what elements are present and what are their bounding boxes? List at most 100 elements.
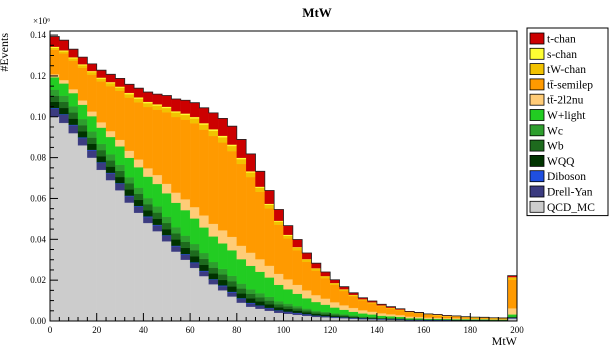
bar-3-9 [133, 199, 144, 207]
bar-3-19 [227, 286, 237, 292]
bar-4-19 [227, 281, 237, 287]
bar-9-3 [77, 65, 88, 68]
bar-10-12 [161, 106, 172, 109]
bar-7-23 [264, 265, 275, 278]
bar-0-12 [161, 241, 172, 322]
bar-8-49 [507, 279, 518, 309]
x-tick-label: 80 [232, 325, 242, 335]
bar-0-9 [133, 212, 144, 322]
bar-1-0 [49, 108, 60, 117]
bar-6-32 [348, 311, 359, 316]
legend-swatch [529, 78, 545, 91]
x-tick-label: 0 [48, 325, 53, 335]
bar-9-12 [161, 107, 172, 113]
bar-4-28 [311, 312, 322, 315]
bar-7-3 [77, 100, 88, 105]
bar-1-10 [143, 216, 153, 224]
y-tick-label: 0.08 [30, 153, 46, 163]
x-tick-label: 40 [139, 325, 149, 335]
bar-8-41 [432, 315, 443, 318]
legend-label: Diboson [547, 171, 586, 183]
bar-11-1 [59, 40, 69, 51]
bar-1-21 [245, 303, 256, 307]
bar-4-31 [339, 315, 350, 317]
bar-7-18 [217, 230, 228, 244]
bar-5-1 [59, 95, 69, 103]
bar-9-11 [152, 105, 163, 110]
bar-8-8 [124, 97, 135, 151]
bar-9-29 [320, 276, 331, 279]
bar-8-6 [105, 85, 116, 132]
bar-3-22 [255, 301, 265, 306]
bar-9-19 [227, 145, 237, 152]
bar-6-13 [171, 202, 181, 228]
bar-1-15 [189, 262, 200, 269]
bar-6-30 [330, 307, 340, 314]
bar-6-14 [180, 209, 191, 236]
bar-3-16 [199, 264, 209, 271]
bar-7-33 [358, 310, 368, 314]
bar-8-34 [367, 303, 378, 312]
x-tick-label: 100 [277, 325, 291, 335]
bar-6-17 [208, 236, 219, 263]
bar-5-4 [87, 131, 97, 138]
bar-8-21 [245, 176, 256, 253]
bar-11-18 [217, 118, 228, 136]
bar-0-5 [96, 169, 107, 322]
bar-8-32 [348, 295, 359, 309]
bar-7-10 [143, 168, 153, 177]
bar-6-7 [115, 146, 125, 165]
bar-7-5 [96, 122, 107, 128]
bar-0-19 [227, 296, 237, 322]
bar-4-5 [96, 149, 107, 157]
bar-0-7 [115, 190, 125, 322]
bar-0-10 [143, 222, 153, 322]
bar-5-9 [133, 187, 144, 194]
bar-6-26 [292, 293, 303, 307]
bar-11-10 [143, 91, 153, 103]
bar-10-1 [59, 50, 69, 52]
bar-1-20 [236, 298, 247, 303]
bar-4-21 [245, 293, 256, 299]
bar-5-20 [236, 283, 247, 289]
bar-0-21 [245, 306, 256, 322]
bar-7-30 [330, 302, 340, 308]
bar-7-24 [274, 273, 284, 286]
bar-8-7 [115, 90, 125, 141]
bar-6-6 [105, 136, 116, 155]
bar-5-15 [189, 243, 200, 251]
bar-9-17 [208, 130, 219, 137]
bar-3-14 [180, 247, 191, 255]
bar-9-15 [189, 118, 200, 124]
bar-1-16 [199, 271, 209, 277]
bar-1-3 [77, 137, 88, 146]
bar-5-23 [264, 296, 275, 301]
bar-11-13 [171, 98, 181, 112]
bar-11-25 [283, 225, 293, 235]
legend-label: Wb [547, 141, 564, 153]
legend-label: tW-chan [547, 64, 586, 76]
bar-7-7 [115, 139, 125, 147]
bar-8-45 [470, 317, 480, 319]
bar-4-1 [59, 101, 69, 109]
bar-11-23 [264, 190, 275, 204]
bar-3-15 [189, 256, 200, 263]
bar-4-11 [152, 212, 163, 219]
legend-label: Wc [547, 125, 563, 137]
bar-4-17 [208, 267, 219, 274]
bar-8-36 [386, 308, 396, 315]
bar-5-25 [283, 303, 293, 307]
bar-1-12 [161, 235, 172, 242]
bar-4-29 [320, 313, 331, 315]
bar-8-30 [330, 284, 340, 303]
bar-8-39 [414, 313, 424, 318]
bar-6-20 [236, 258, 247, 284]
bar-3-24 [274, 307, 284, 311]
bar-5-14 [180, 235, 191, 242]
bar-8-4 [87, 74, 97, 112]
bar-7-13 [171, 192, 181, 203]
bar-9-9 [133, 98, 144, 103]
bar-1-26 [292, 313, 303, 316]
bar-10-5 [96, 77, 107, 79]
